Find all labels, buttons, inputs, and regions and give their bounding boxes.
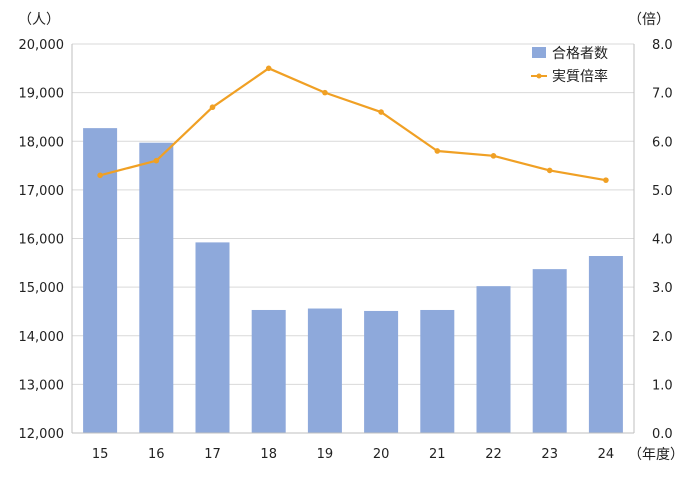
ratio-line bbox=[99, 67, 607, 182]
right-tick-label: 8.0 bbox=[652, 38, 673, 53]
ratio-point bbox=[209, 104, 216, 111]
ratio-point bbox=[546, 167, 553, 174]
x-tick-label: 24 bbox=[598, 447, 615, 462]
left-tick-label: 17,000 bbox=[19, 184, 65, 199]
ratio-point bbox=[97, 172, 103, 179]
left-axis-unit: （人） bbox=[18, 12, 60, 28]
x-tick-label: 19 bbox=[317, 447, 334, 462]
left-tick-label: 14,000 bbox=[19, 330, 65, 345]
bar bbox=[83, 128, 118, 433]
x-tick-label: 15 bbox=[92, 447, 109, 462]
ratio-point bbox=[265, 65, 272, 72]
legend-bar-swatch bbox=[532, 47, 546, 58]
x-axis-unit: （年度） bbox=[628, 447, 684, 463]
left-tick-label: 20,000 bbox=[19, 38, 65, 53]
right-axis-unit: （倍） bbox=[628, 12, 670, 28]
x-tick-label: 17 bbox=[204, 447, 221, 462]
legend-label-ratio: 実質倍率 bbox=[552, 68, 608, 85]
bar bbox=[195, 242, 230, 433]
x-tick-label: 20 bbox=[373, 447, 390, 462]
left-tick-label: 19,000 bbox=[19, 87, 65, 102]
ratio-point bbox=[603, 177, 609, 183]
x-tick-label: 21 bbox=[429, 447, 446, 462]
left-tick-label: 12,000 bbox=[19, 427, 65, 442]
ratio-point bbox=[153, 157, 160, 164]
right-tick-label: 4.0 bbox=[652, 233, 673, 248]
right-tick-label: 3.0 bbox=[652, 281, 673, 296]
bar bbox=[307, 308, 342, 433]
x-tick-label: 18 bbox=[260, 447, 277, 462]
bar bbox=[251, 309, 286, 433]
left-tick-label: 15,000 bbox=[19, 281, 65, 296]
right-tick-label: 0.0 bbox=[652, 427, 673, 442]
right-tick-label: 6.0 bbox=[652, 135, 673, 150]
bar bbox=[588, 256, 623, 433]
right-tick-label: 7.0 bbox=[652, 87, 673, 102]
legend-label-passers: 合格者数 bbox=[552, 46, 608, 62]
bar-series bbox=[83, 128, 623, 434]
left-tick-label: 13,000 bbox=[19, 378, 65, 393]
line-series bbox=[97, 65, 609, 183]
bar bbox=[420, 309, 455, 433]
right-tick-label: 2.0 bbox=[652, 330, 673, 345]
axes: 12,000 13,000 14,000 15,000 16,000 17,000 18,0… bbox=[19, 38, 673, 462]
ratio-point bbox=[490, 153, 497, 159]
bar bbox=[532, 269, 567, 433]
right-tick-label: 1.0 bbox=[652, 378, 673, 393]
x-tick-label: 16 bbox=[148, 447, 165, 462]
bar bbox=[364, 310, 399, 433]
bar bbox=[139, 142, 174, 434]
left-tick-label: 18,000 bbox=[19, 135, 65, 150]
ratio-point bbox=[434, 148, 441, 154]
bar bbox=[476, 286, 511, 433]
x-tick-label: 23 bbox=[541, 447, 558, 462]
x-tick-label: 22 bbox=[485, 447, 502, 462]
legend: 合格者数 実質倍率 bbox=[531, 46, 608, 85]
right-tick-label: 5.0 bbox=[652, 184, 673, 199]
legend-line-marker bbox=[536, 73, 542, 79]
left-tick-label: 16,000 bbox=[19, 233, 65, 248]
ratio-point bbox=[378, 109, 384, 115]
ratio-point bbox=[322, 89, 328, 96]
